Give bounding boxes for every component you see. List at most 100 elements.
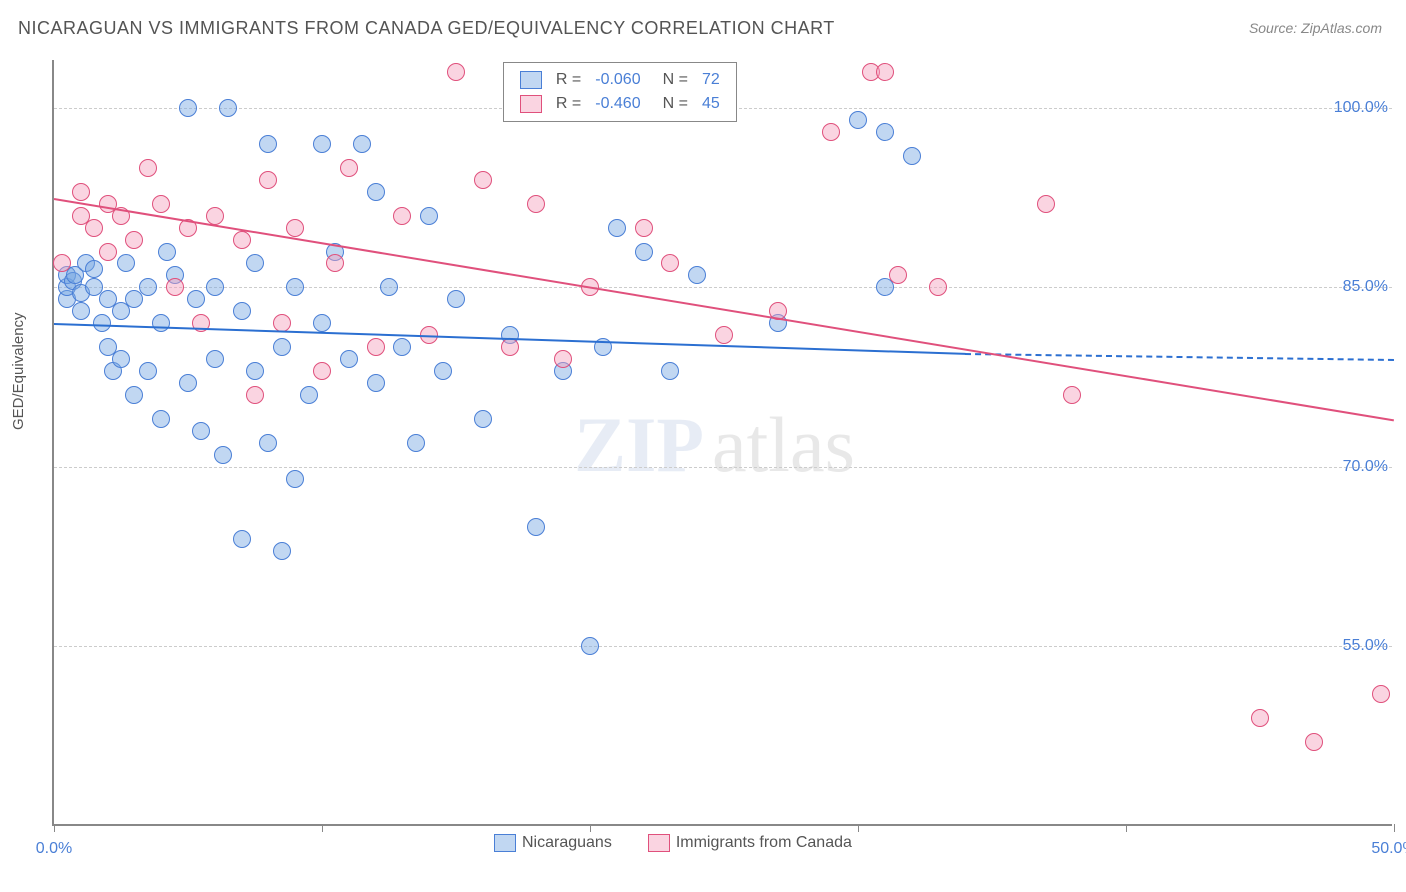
x-tick-label: 50.0% (1371, 840, 1406, 858)
scatter-point (179, 374, 197, 392)
scatter-point (233, 231, 251, 249)
scatter-point (1372, 685, 1390, 703)
scatter-point (192, 422, 210, 440)
scatter-point (259, 171, 277, 189)
legend-r-value: -0.060 (589, 69, 646, 91)
plot-area: ZIP atlas 55.0%70.0%85.0%100.0%0.0%50.0%… (52, 60, 1392, 826)
y-axis-label: GED/Equivalency (10, 312, 27, 430)
scatter-point (340, 159, 358, 177)
scatter-point (139, 278, 157, 296)
correlation-legend: R =-0.060N =72R =-0.460N =45 (503, 62, 737, 122)
scatter-point (206, 207, 224, 225)
scatter-point (152, 314, 170, 332)
scatter-point (286, 278, 304, 296)
scatter-point (407, 434, 425, 452)
scatter-point (85, 219, 103, 237)
scatter-point (1063, 386, 1081, 404)
y-tick-label: 85.0% (1343, 278, 1394, 296)
scatter-point (206, 278, 224, 296)
scatter-point (889, 266, 907, 284)
scatter-point (527, 195, 545, 213)
scatter-point (554, 350, 572, 368)
scatter-point (139, 362, 157, 380)
x-tick (590, 824, 591, 832)
scatter-point (903, 147, 921, 165)
legend-series-label: Nicaraguans (522, 834, 612, 851)
scatter-point (246, 254, 264, 272)
source-label: Source: ZipAtlas.com (1249, 20, 1382, 36)
scatter-point (608, 219, 626, 237)
legend-series-label: Immigrants from Canada (676, 834, 852, 851)
scatter-point (53, 254, 71, 272)
legend-swatch (494, 834, 516, 852)
legend-swatch (520, 95, 542, 113)
scatter-point (85, 260, 103, 278)
gridline (54, 287, 1392, 288)
scatter-point (206, 350, 224, 368)
scatter-point (313, 314, 331, 332)
scatter-point (112, 350, 130, 368)
scatter-point (393, 338, 411, 356)
scatter-point (214, 446, 232, 464)
scatter-point (367, 374, 385, 392)
scatter-point (635, 219, 653, 237)
legend-swatch (520, 71, 542, 89)
scatter-point (474, 171, 492, 189)
scatter-point (849, 111, 867, 129)
x-tick (858, 824, 859, 832)
scatter-point (353, 135, 371, 153)
scatter-point (635, 243, 653, 261)
scatter-point (286, 470, 304, 488)
legend-n-value: 45 (696, 93, 726, 115)
scatter-point (527, 518, 545, 536)
gridline (54, 646, 1392, 647)
scatter-point (233, 302, 251, 320)
y-tick-label: 70.0% (1343, 458, 1394, 476)
scatter-point (125, 231, 143, 249)
scatter-point (313, 135, 331, 153)
scatter-point (929, 278, 947, 296)
scatter-point (367, 338, 385, 356)
scatter-point (340, 350, 358, 368)
series-legend: Nicaraguans Immigrants from Canada (494, 834, 888, 852)
x-tick (54, 824, 55, 832)
scatter-point (300, 386, 318, 404)
scatter-point (187, 290, 205, 308)
scatter-point (434, 362, 452, 380)
scatter-point (179, 99, 197, 117)
legend-swatch (648, 834, 670, 852)
scatter-point (447, 290, 465, 308)
scatter-point (72, 302, 90, 320)
scatter-point (876, 123, 894, 141)
scatter-point (1251, 709, 1269, 727)
scatter-point (447, 63, 465, 81)
scatter-point (152, 410, 170, 428)
scatter-point (367, 183, 385, 201)
scatter-point (581, 637, 599, 655)
scatter-point (273, 338, 291, 356)
scatter-point (876, 63, 894, 81)
scatter-point (246, 386, 264, 404)
scatter-point (273, 542, 291, 560)
scatter-point (1037, 195, 1055, 213)
scatter-point (166, 278, 184, 296)
x-tick (1126, 824, 1127, 832)
chart-title: NICARAGUAN VS IMMIGRANTS FROM CANADA GED… (18, 18, 835, 39)
scatter-point (313, 362, 331, 380)
watermark-zip: ZIP (574, 400, 704, 490)
scatter-point (286, 219, 304, 237)
y-tick-label: 55.0% (1343, 637, 1394, 655)
gridline (54, 467, 1392, 468)
scatter-point (259, 434, 277, 452)
scatter-point (152, 195, 170, 213)
scatter-point (93, 314, 111, 332)
y-tick-label: 100.0% (1334, 99, 1394, 117)
scatter-point (259, 135, 277, 153)
scatter-point (219, 99, 237, 117)
scatter-point (233, 530, 251, 548)
scatter-point (822, 123, 840, 141)
scatter-point (715, 326, 733, 344)
scatter-point (661, 362, 679, 380)
scatter-point (380, 278, 398, 296)
scatter-point (125, 386, 143, 404)
